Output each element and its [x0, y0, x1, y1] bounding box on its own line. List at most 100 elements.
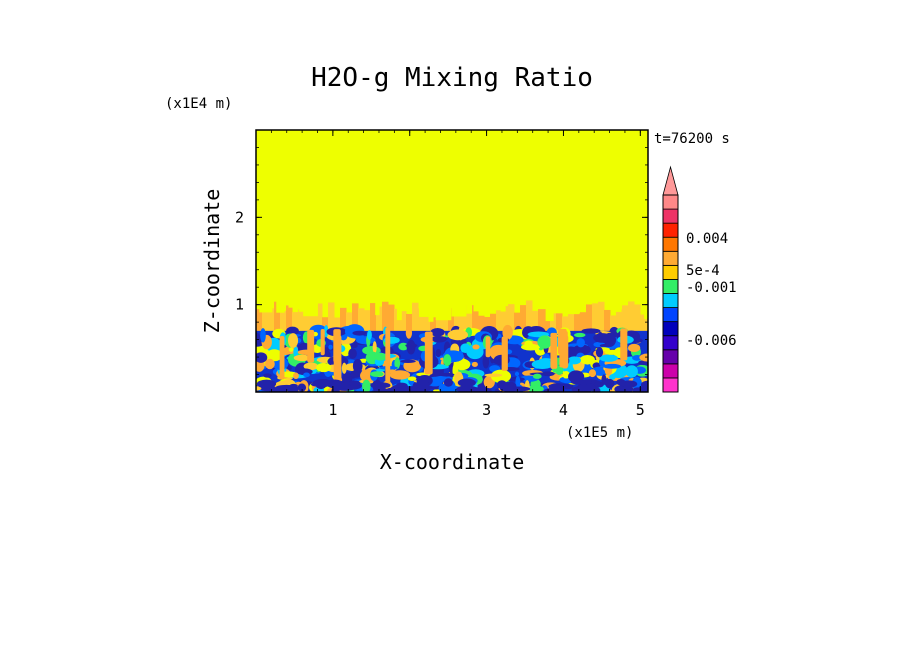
bl-eddy: [264, 358, 275, 370]
bl-plume: [385, 327, 391, 387]
bl-eddy: [286, 326, 299, 336]
gap-cell: [259, 298, 273, 313]
bl-floor: [443, 378, 453, 387]
bl-eddy: [471, 361, 478, 367]
plume-cell: [442, 308, 449, 335]
bl-floor: [268, 387, 277, 392]
bl-eddy: [502, 324, 513, 340]
x-tick-label: 5: [636, 401, 645, 419]
plume-cell: [400, 311, 407, 335]
bl-floor: [632, 387, 643, 392]
plume-cell: [586, 304, 593, 335]
gap-cell: [418, 298, 429, 317]
bl-eddy: [439, 372, 455, 377]
bl-eddy: [484, 373, 503, 377]
bl-eddy: [398, 342, 409, 351]
plume-cell: [544, 308, 551, 335]
bl-eddy: [350, 370, 362, 378]
plume-cell: [616, 309, 623, 335]
bl-eddy: [435, 349, 442, 358]
plume-cell: [274, 301, 281, 335]
bl-eddy: [628, 343, 641, 353]
bl-eddy: [373, 352, 388, 361]
bl-eddy: [601, 338, 608, 344]
bl-plume: [485, 336, 491, 358]
colorbar: 0.004 5e-4-0.001 -0.006: [662, 165, 737, 393]
bl-eddy: [532, 373, 542, 379]
bl-eddy: [266, 349, 283, 362]
gap-cell: [500, 298, 506, 312]
bl-floor: [641, 383, 648, 390]
colorbar-segment: [662, 307, 679, 323]
gap-cell: [473, 298, 486, 312]
gap-cell: [545, 298, 554, 322]
bl-eddy: [293, 354, 311, 362]
bl-plume: [307, 329, 315, 363]
colorbar-segment: [662, 349, 679, 365]
plume-cell: [472, 305, 479, 335]
bl-eddy: [348, 348, 357, 359]
plume-cell: [268, 308, 275, 335]
bl-eddy: [520, 343, 540, 351]
plume-cell: [304, 312, 311, 335]
bl-eddy: [430, 327, 445, 337]
bl-eddy: [625, 365, 638, 378]
gap-cell: [375, 298, 380, 316]
plume-cell: [436, 317, 443, 335]
plume-cell: [286, 305, 293, 335]
plume-cell: [574, 313, 581, 335]
bl-eddy: [568, 370, 585, 383]
gap-cell: [550, 298, 564, 314]
gap-cell: [644, 298, 648, 320]
y-multiplier-label: (x1E4 m): [165, 96, 232, 112]
bl-eddy: [369, 371, 384, 377]
bl-floor: [479, 387, 492, 392]
plume-cell: [448, 308, 455, 335]
bl-plume: [333, 335, 342, 388]
plume-cell: [352, 303, 359, 335]
plume-cell: [328, 302, 335, 335]
plume-cell: [640, 314, 647, 335]
gap-cell: [276, 298, 285, 313]
bl-eddy: [400, 359, 416, 364]
plume-cell: [538, 301, 545, 335]
colorbar-label: 0.004: [686, 231, 728, 247]
time-label: t=76200 s: [654, 131, 730, 147]
bl-eddy: [394, 357, 401, 370]
plume-cell: [388, 304, 395, 335]
bl-eddy: [328, 344, 333, 350]
bl-eddy: [288, 333, 299, 348]
plume-cell: [526, 300, 533, 335]
plume-cell: [466, 313, 473, 335]
bl-eddy: [341, 362, 347, 374]
plume-cell: [394, 308, 401, 335]
plume-cell: [340, 307, 347, 335]
plume-cell: [562, 316, 569, 335]
bl-eddy: [389, 370, 411, 380]
bl-eddy: [367, 330, 372, 340]
gap-cell: [564, 298, 580, 315]
y-tick-label: 1: [235, 296, 244, 314]
bl-eddy: [350, 343, 358, 349]
bl-floor: [297, 383, 307, 392]
bl-eddy: [352, 330, 367, 336]
plume-cell: [568, 300, 575, 335]
bl-floor: [570, 379, 593, 385]
plume-cell: [406, 313, 413, 335]
bl-floor: [386, 387, 405, 392]
plume-cell: [430, 312, 437, 335]
bl-floor: [456, 385, 478, 392]
plume-cell: [628, 301, 635, 335]
bl-floor: [593, 381, 604, 388]
gap-cell: [451, 298, 467, 317]
plume-cell: [370, 303, 377, 335]
bl-eddy: [567, 356, 581, 365]
x-tick-label: 2: [405, 401, 414, 419]
bl-plume: [550, 332, 558, 369]
plume-cell: [550, 310, 557, 335]
bl-eddy: [581, 328, 601, 334]
colorbar-label: -0.001: [686, 280, 737, 296]
bl-eddy: [599, 354, 618, 362]
bl-eddy: [541, 371, 555, 377]
plume-cell: [316, 303, 323, 335]
